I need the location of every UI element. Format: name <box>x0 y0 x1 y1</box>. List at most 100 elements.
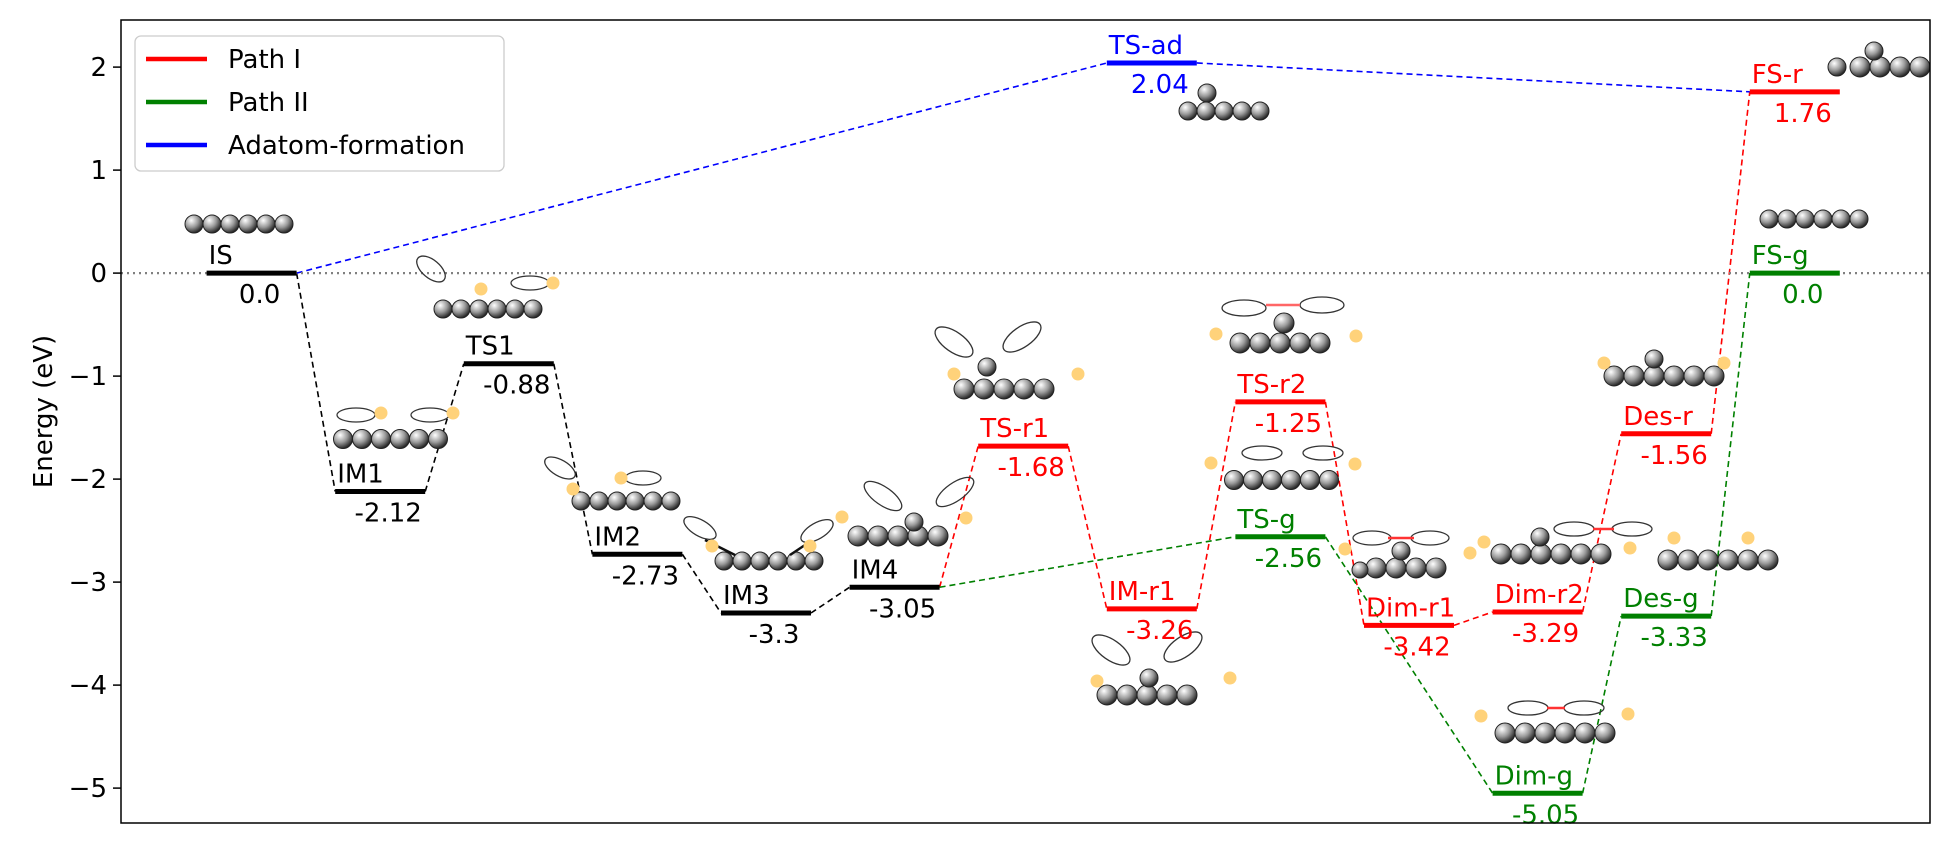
atom-sphere <box>1864 41 1884 61</box>
value-Desg: -3.33 <box>1641 623 1708 653</box>
label-TS1: TS1 <box>465 332 515 362</box>
label-TSr1: TS-r1 <box>979 414 1049 444</box>
molecule-orbital <box>1002 321 1042 353</box>
atom-sphere <box>1013 378 1035 400</box>
value-Desr: -1.56 <box>1641 441 1708 471</box>
structure-TSr2 <box>1209 296 1363 354</box>
atom-sphere <box>1663 365 1685 387</box>
structure-FSr <box>1827 41 1931 78</box>
atom-sphere <box>202 214 222 234</box>
atom-sphere <box>1550 543 1572 565</box>
atom-sphere <box>505 299 525 319</box>
value-TSg: -2.56 <box>1255 544 1322 574</box>
legend-label: Adatom-formation <box>228 131 465 161</box>
atom-sphere <box>607 491 627 511</box>
atom-sphere <box>1250 101 1270 121</box>
connection-Desr-FSr <box>1710 91 1751 434</box>
molecule-orbital <box>410 407 450 423</box>
atom-sphere <box>390 429 410 449</box>
y-tick-label: 1 <box>90 156 107 186</box>
legend-label: Path I <box>228 45 301 75</box>
atom-sphere <box>1603 365 1625 387</box>
value-TS1: -0.88 <box>483 371 550 401</box>
atom-sphere <box>1534 722 1556 744</box>
molecule-orbital <box>1352 530 1392 546</box>
atom-sphere <box>469 299 489 319</box>
hydrogen-atom <box>1717 356 1731 370</box>
atom-sphere <box>184 214 204 234</box>
atom-sphere <box>1273 312 1295 334</box>
connection-IM2-IM3 <box>681 553 722 614</box>
molecule-orbital <box>863 480 903 512</box>
hydrogen-atom <box>1348 457 1362 471</box>
atom-sphere <box>1574 722 1596 744</box>
atom-sphere <box>1229 332 1251 354</box>
hydrogen-atom <box>374 406 388 420</box>
connection-IM3-IM4 <box>810 586 851 614</box>
molecule-orbital <box>336 407 376 423</box>
atom-sphere <box>973 378 995 400</box>
connection-TS1-IM2 <box>553 363 594 555</box>
atom-sphere <box>352 429 372 449</box>
atom-sphere <box>1717 549 1739 571</box>
label-IM4: IM4 <box>852 555 899 585</box>
hydrogen-atom <box>1071 367 1085 381</box>
hydrogen-atom <box>959 511 973 525</box>
label-IM1: IM1 <box>337 459 384 489</box>
connection-TSr2-Dimr1 <box>1324 401 1365 626</box>
structure-TSad <box>1178 83 1270 121</box>
atom-sphere <box>487 299 507 319</box>
energy-levels <box>206 60 1840 796</box>
value-FSg: 0.0 <box>1782 280 1823 310</box>
hydrogen-atom <box>1597 356 1611 370</box>
structure-TSg <box>1204 445 1362 490</box>
structure-FSg <box>1759 209 1869 229</box>
hydrogen-atom <box>474 282 488 296</box>
atom-sphere <box>1391 541 1411 561</box>
atom-sphere <box>804 551 824 571</box>
atom-sphere <box>1300 470 1320 490</box>
atom-sphere <box>1530 527 1550 547</box>
structure-TSr1 <box>934 321 1085 400</box>
atom-sphere <box>1677 549 1699 571</box>
atom-sphere <box>1351 561 1369 579</box>
value-IM2: -2.73 <box>612 561 679 591</box>
atom-sphere <box>1889 56 1911 78</box>
atom-sphere <box>1795 209 1815 229</box>
molecule-orbital <box>416 255 446 283</box>
atom-sphere <box>1623 365 1645 387</box>
hydrogen-atom <box>1621 707 1635 721</box>
atom-sphere <box>1425 557 1447 579</box>
atom-sphere <box>1232 101 1252 121</box>
atom-sphere <box>714 551 734 571</box>
hydrogen-atom <box>546 276 560 290</box>
connection-IM4-TSr1 <box>938 445 979 588</box>
atom-sphere <box>1849 56 1871 78</box>
hydrogen-atom <box>1090 674 1104 688</box>
atom-sphere <box>1757 549 1779 571</box>
atom-sphere <box>1530 543 1552 565</box>
atom-sphere <box>1514 722 1536 744</box>
molecule-orbital <box>683 515 717 541</box>
label-FSr: FS-r <box>1752 60 1803 90</box>
structure-IM3 <box>683 510 849 571</box>
label-Desg: Des-g <box>1623 584 1698 614</box>
connection-Dimr2-Desr <box>1581 433 1622 613</box>
hydrogen-atom <box>835 510 849 524</box>
hydrogen-atom <box>705 539 719 553</box>
legend-label: Path II <box>228 88 309 118</box>
atom-sphere <box>1136 684 1158 706</box>
atom-sphere <box>750 551 770 571</box>
atom-sphere <box>953 378 975 400</box>
atom-sphere <box>1494 722 1516 744</box>
hydrogen-atom <box>947 367 961 381</box>
value-IM4: -3.05 <box>869 594 936 624</box>
label-TSg: TS-g <box>1236 505 1295 535</box>
atom-sphere <box>433 299 453 319</box>
molecule-orbital <box>1553 521 1595 537</box>
atom-sphere <box>1657 549 1679 571</box>
atom-sphere <box>1096 684 1118 706</box>
molecule-orbital <box>544 456 576 480</box>
hydrogen-atom <box>566 482 580 496</box>
